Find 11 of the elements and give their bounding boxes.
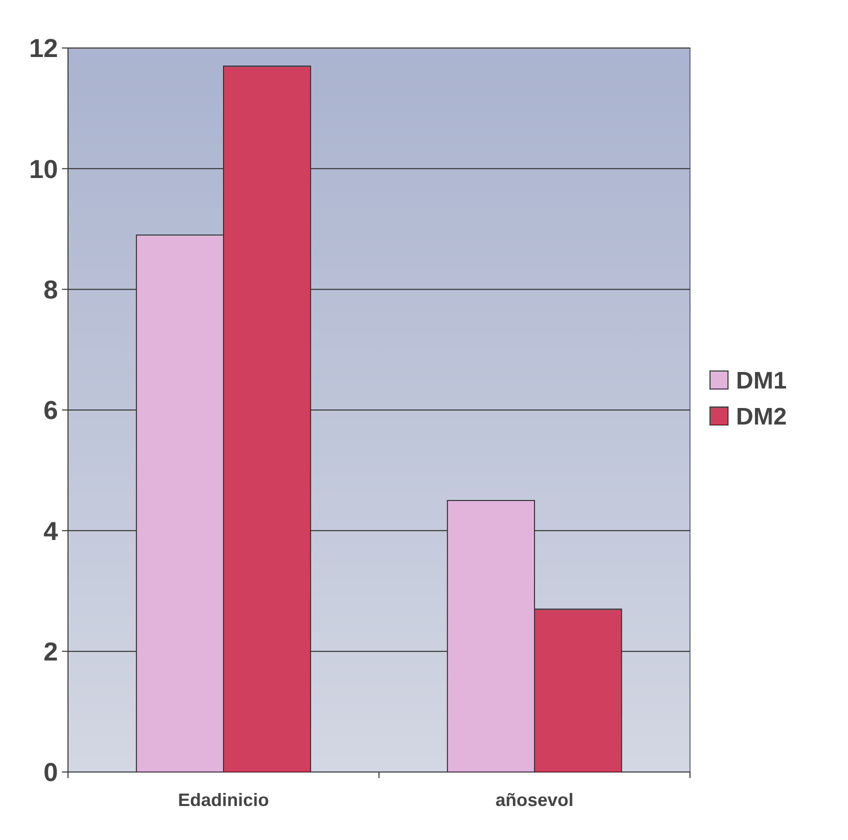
legend-label: DM1	[736, 367, 787, 394]
legend-label: DM2	[736, 403, 787, 430]
y-tick-label: 8	[44, 274, 58, 304]
y-tick-label: 6	[44, 395, 58, 426]
y-tick-label: 12	[29, 33, 58, 64]
y-tick-label: 10	[29, 154, 58, 184]
y-tick-label: 0	[44, 757, 58, 788]
y-tick-label: 4	[44, 516, 59, 546]
x-tick-label: añosevol	[495, 790, 574, 810]
y-tick-label: 2	[44, 636, 58, 666]
x-tick-label: Edadinicio	[178, 790, 270, 810]
